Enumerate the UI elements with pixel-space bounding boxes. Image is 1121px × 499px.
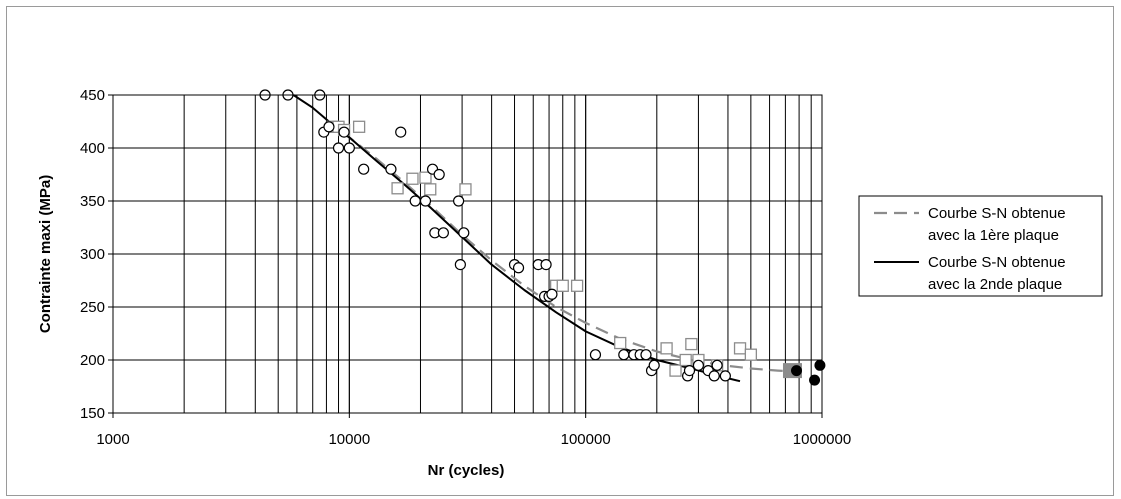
- data-point-circle: [433, 168, 445, 181]
- series-line-2: [292, 94, 741, 383]
- legend-label-series-2-line-2: avec la 2nde plaque: [928, 276, 1062, 293]
- legend-label-series-1-line-2: avec la 1ère plaque: [928, 227, 1059, 244]
- legend-label-series-2-line-1: Courbe S-N obtenue: [928, 254, 1066, 271]
- y-tick-label: 300: [80, 246, 105, 263]
- data-point-circle: [409, 195, 421, 207]
- series-layer: [259, 89, 826, 386]
- data-point-square: [669, 364, 682, 377]
- data-point-filled-circle: [814, 359, 826, 371]
- data-point-circle: [332, 142, 345, 154]
- data-point-circle: [711, 359, 723, 371]
- data-point-circle: [338, 126, 350, 138]
- data-point-circle: [546, 288, 558, 300]
- data-point-circle: [395, 126, 407, 138]
- data-point-square: [660, 342, 673, 355]
- data-point-square: [406, 172, 419, 185]
- legend: Courbe S-N obtenue avec la 1ère plaque C…: [858, 195, 1103, 297]
- data-point-square: [556, 279, 569, 292]
- legend-label-series-1-line-1: Courbe S-N obtenue: [928, 205, 1066, 222]
- y-tick-label: 150: [80, 405, 105, 422]
- data-point-circle: [618, 349, 630, 361]
- data-point-square: [570, 279, 584, 292]
- data-point-circle: [708, 370, 720, 382]
- data-point-square: [419, 171, 432, 184]
- data-point-filled-circle: [809, 374, 821, 386]
- data-point-circle: [385, 163, 397, 175]
- y-tick-label: 250: [80, 299, 105, 316]
- data-point-square: [744, 348, 758, 361]
- data-point-circle: [453, 195, 465, 207]
- data-point-square: [679, 353, 692, 367]
- data-point-circle: [454, 259, 466, 271]
- data-point-square: [352, 120, 366, 133]
- data-point-circle: [719, 370, 731, 382]
- data-point-square: [685, 337, 698, 351]
- data-point-circle: [458, 227, 470, 239]
- series-line-1: [325, 121, 797, 373]
- data-point-circle: [437, 227, 449, 239]
- data-point-square: [459, 183, 472, 196]
- y-tick-label: 450: [80, 87, 105, 104]
- y-tick-label: 200: [80, 352, 105, 369]
- data-point-circle: [358, 163, 370, 175]
- data-point-square: [391, 182, 404, 195]
- y-axis-title: Contrainte maxi (MPa): [37, 175, 54, 333]
- data-point-circle: [683, 365, 696, 377]
- data-point-circle: [323, 121, 335, 133]
- x-tick-label: 10000: [328, 431, 370, 448]
- data-point-square: [614, 336, 627, 350]
- x-axis-title: Nr (cycles): [428, 462, 505, 479]
- data-point-circle: [692, 359, 705, 371]
- data-point-circle: [343, 142, 355, 154]
- data-point-filled-circle: [790, 365, 802, 377]
- axes: 150 200 250 300 350 400 450 1000 10000 100000 1000…: [80, 87, 851, 448]
- x-tick-label: 100000: [561, 431, 611, 448]
- x-tick-label: 1000000: [793, 431, 851, 448]
- y-tick-label: 350: [80, 193, 105, 210]
- data-point-circle: [648, 359, 660, 371]
- data-point-square: [733, 342, 747, 355]
- data-point-circle: [419, 195, 432, 207]
- x-tick-label: 1000: [96, 431, 129, 448]
- data-point-square: [424, 183, 437, 196]
- data-point-circle: [589, 349, 602, 361]
- y-tick-label: 400: [80, 140, 105, 157]
- data-point-circle: [540, 259, 552, 271]
- data-point-circle: [640, 349, 652, 361]
- data-point-circle: [512, 262, 525, 274]
